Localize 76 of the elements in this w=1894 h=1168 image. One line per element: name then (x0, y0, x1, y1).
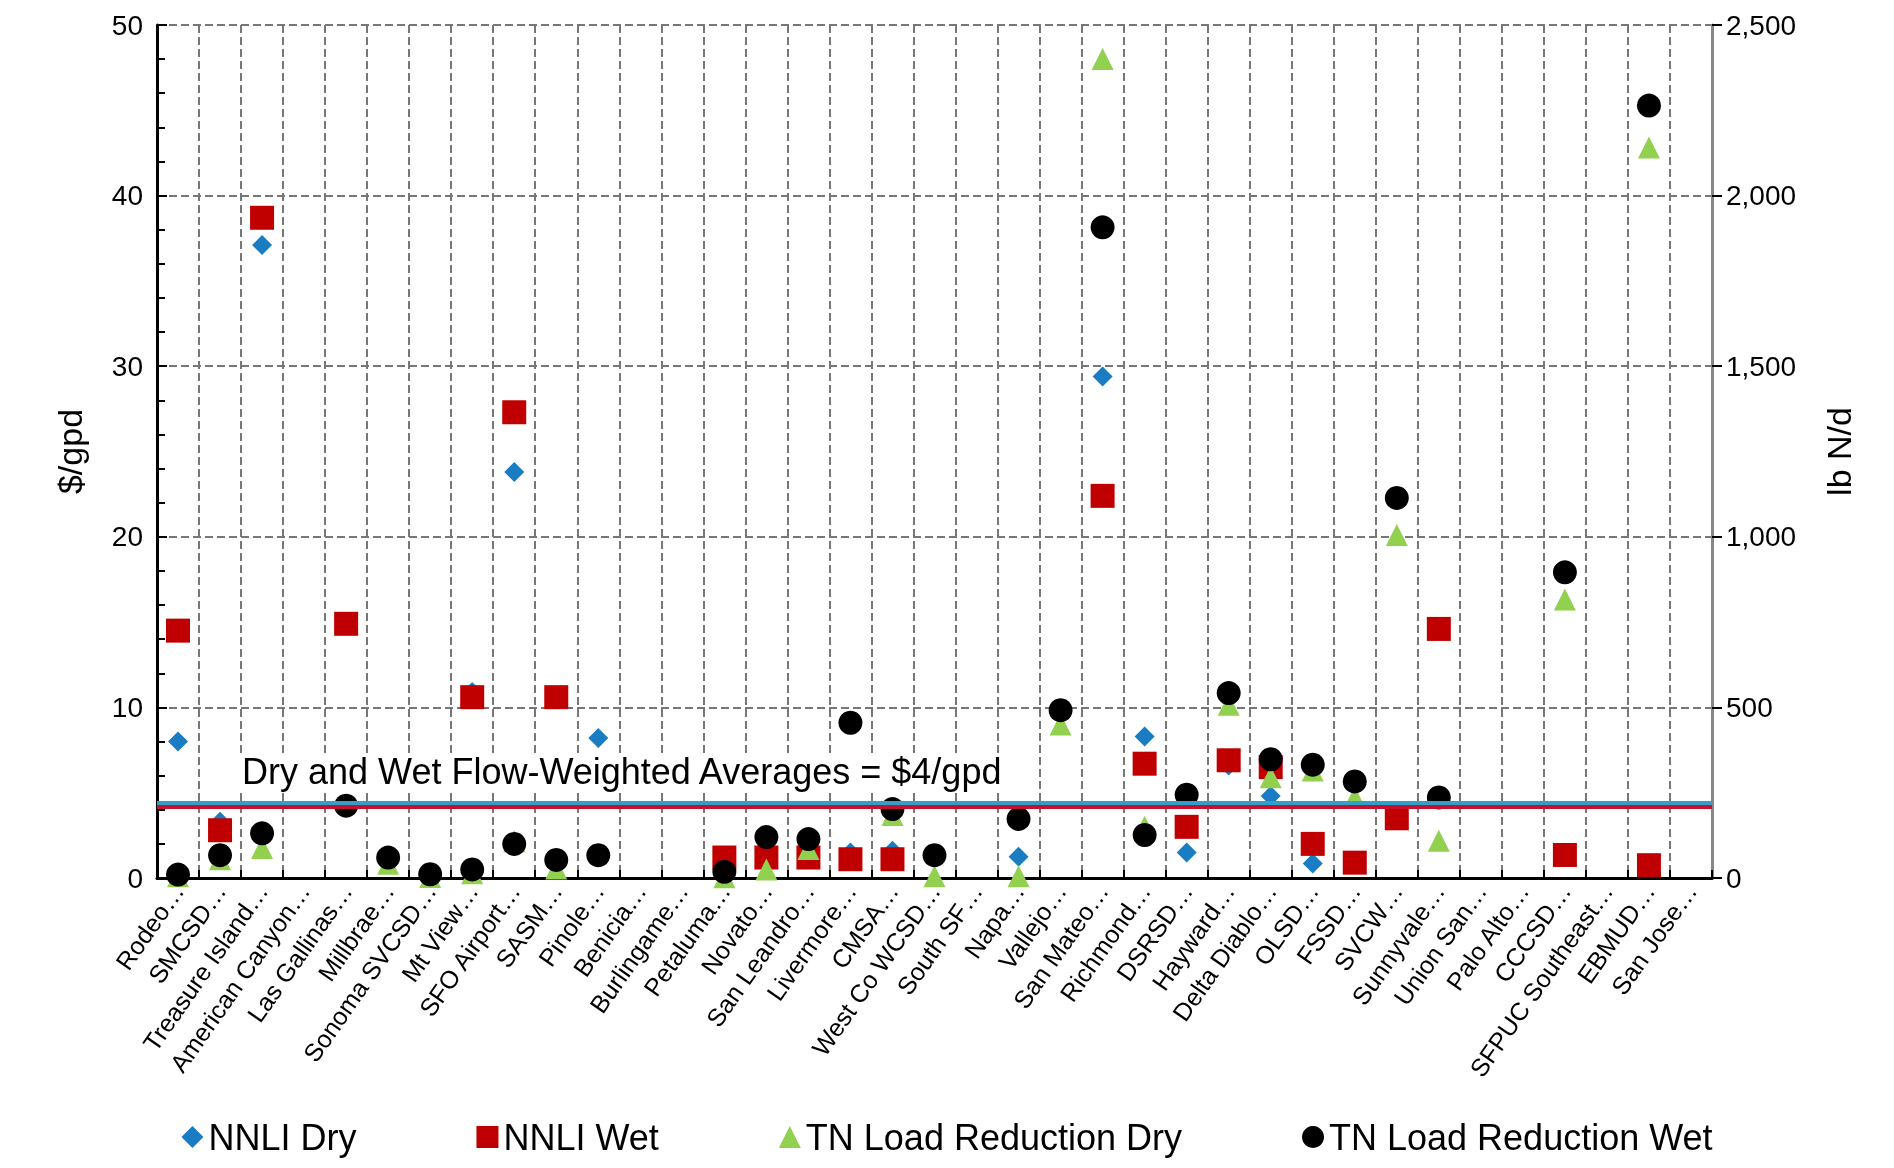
point (1090, 483, 1115, 508)
point (1091, 48, 1114, 71)
point (1426, 616, 1451, 641)
point (1552, 842, 1577, 867)
point (1636, 93, 1661, 118)
point (754, 825, 779, 850)
point (1552, 560, 1577, 585)
point (460, 857, 485, 882)
point (923, 865, 946, 888)
point (1385, 524, 1408, 547)
point (755, 858, 778, 881)
point (1048, 698, 1073, 723)
point (1132, 751, 1157, 776)
y2-tick-label: 2,500 (1726, 9, 1797, 41)
point (1216, 681, 1241, 706)
point (1300, 752, 1325, 777)
point (334, 611, 359, 636)
y2-tick-label: 1,500 (1726, 350, 1797, 382)
point (1427, 829, 1450, 852)
y2-tick-label: 0 (1726, 862, 1742, 894)
point (502, 400, 527, 425)
point (504, 461, 525, 482)
point (1636, 853, 1661, 878)
point (168, 731, 189, 752)
point (796, 827, 821, 852)
point (1092, 366, 1113, 387)
legend-label: TN Load Reduction Dry (805, 1116, 1183, 1158)
point (544, 685, 569, 710)
y-tick-label: 0 (127, 862, 143, 894)
point (1342, 769, 1367, 794)
point (588, 728, 609, 749)
point (1637, 136, 1660, 159)
y-tick-label: 40 (111, 180, 143, 212)
point (208, 843, 233, 868)
legend-label: TN Load Reduction Wet (1329, 1116, 1713, 1158)
point (252, 235, 273, 256)
point (250, 205, 275, 230)
point (376, 845, 401, 870)
point (1090, 215, 1115, 240)
point (1176, 842, 1197, 863)
y2-tick-label: 2,000 (1726, 180, 1797, 212)
point (1302, 853, 1323, 874)
point (460, 685, 485, 710)
y-tick-label: 10 (111, 691, 143, 723)
point (880, 847, 905, 872)
y2-tick-label: 1,000 (1726, 521, 1797, 553)
point (1342, 850, 1367, 875)
y2-axis-title: lb N/d (1820, 407, 1858, 496)
point (1134, 726, 1155, 747)
point (838, 710, 863, 735)
point (166, 618, 191, 643)
point (1300, 831, 1325, 856)
y-tick-label: 50 (111, 9, 143, 41)
legend-label: NNLI Dry (208, 1116, 357, 1158)
point (1258, 747, 1283, 772)
point (208, 818, 233, 843)
point (1216, 748, 1241, 773)
point (586, 843, 611, 868)
annotation: Dry and Wet Flow-Weighted Averages = $4/gpd (242, 750, 1002, 792)
point (1006, 806, 1031, 831)
y-tick-label: 30 (111, 350, 143, 382)
point (1008, 846, 1029, 867)
point (544, 847, 569, 872)
point (1132, 823, 1157, 847)
point (1384, 485, 1409, 510)
point (1007, 865, 1030, 888)
point (250, 821, 275, 846)
point (1553, 588, 1576, 611)
y2-tick-label: 500 (1726, 691, 1773, 723)
point (838, 847, 863, 872)
point (1174, 814, 1199, 839)
point (922, 843, 947, 868)
y-axis-title: $/gpd (51, 408, 89, 495)
y-tick-label: 20 (111, 521, 143, 553)
point (712, 859, 737, 884)
legend-label: NNLI Wet (503, 1116, 659, 1158)
